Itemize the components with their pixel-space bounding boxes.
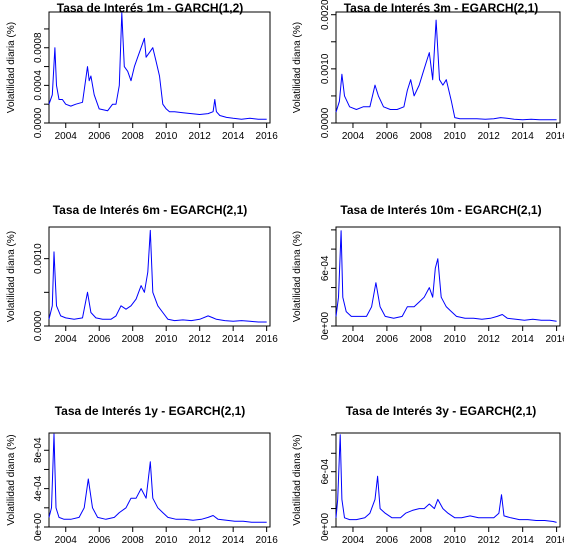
chart-panel-5: Tasa de Interés 1y - EGARCH(2,1) Volatili…: [6, 404, 278, 546]
x-tick-label: 2012: [189, 535, 212, 546]
x-tick-label: 2004: [55, 334, 78, 345]
chart-title: Tasa de Interés 3m - EGARCH(2,1): [344, 1, 539, 15]
x-tick-label: 2006: [88, 535, 111, 546]
x-tick-label: 2010: [155, 334, 178, 345]
x-tick-label: 2008: [122, 334, 145, 345]
chart-title: Tasa de Interés 1m - GARCH(1,2): [57, 1, 244, 15]
plot-frame: [48, 226, 271, 327]
y-tick-label: 0.0010: [33, 243, 44, 274]
x-tick-label: 2004: [342, 334, 365, 345]
x-tick-label: 2016: [256, 535, 279, 546]
y-tick-label: 8e-04: [33, 437, 44, 463]
series-line: [48, 229, 267, 323]
x-tick-label: 2008: [410, 334, 433, 345]
x-tick-label: 2014: [512, 535, 535, 546]
x-tick-label: 2014: [512, 334, 535, 345]
series-line: [335, 19, 557, 121]
chart-panel-6: Tasa de Interés 3y - EGARCH(2,1) Volatili…: [292, 404, 564, 546]
x-tick-label: 2006: [88, 131, 111, 142]
x-tick-label: 2010: [155, 131, 178, 142]
x-tick-label: 2012: [189, 334, 212, 345]
x-tick-label: 2008: [122, 131, 145, 142]
x-tick-label: 2008: [122, 535, 145, 546]
series-line: [335, 434, 557, 523]
y-axis-label: Volatilidad diana (%): [292, 231, 303, 322]
y-tick-label: 0.0004: [33, 70, 44, 101]
y-tick-label: 0.0000: [33, 107, 44, 138]
chart-panel-4: Tasa de Interés 10m - EGARCH(2,1) Volatil…: [292, 203, 564, 345]
x-tick-label: 2014: [222, 131, 245, 142]
x-tick-label: 2004: [55, 535, 78, 546]
plot-frame: [335, 432, 561, 528]
x-tick-label: 2010: [444, 535, 467, 546]
y-axis-label: Volatilidad diana (%): [292, 22, 303, 113]
x-tick-label: 2010: [444, 131, 467, 142]
x-tick-label: 2008: [410, 535, 433, 546]
y-axis-label: Volatilidad diana (%): [6, 434, 17, 525]
chart-title: Tasa de Interés 6m - EGARCH(2,1): [53, 203, 248, 217]
y-tick-label: 6e-04: [320, 255, 331, 281]
chart-title: Tasa de Interés 1y - EGARCH(2,1): [55, 404, 246, 418]
x-tick-label: 2016: [256, 334, 279, 345]
y-tick-label: 4e-04: [33, 475, 44, 501]
series-line: [48, 12, 267, 120]
plot-frame: [335, 11, 561, 124]
y-tick-label: 0e+00: [33, 513, 44, 542]
x-tick-label: 2004: [342, 131, 365, 142]
x-tick-label: 2014: [222, 334, 245, 345]
y-tick-label: 0e+00: [320, 312, 331, 341]
y-axis-label: Volatilidad diana (%): [292, 434, 303, 525]
plot-frame: [48, 11, 271, 124]
y-axis-label: Volatilidad diaria (%): [6, 22, 17, 113]
y-tick-label: 0.0020: [320, 0, 331, 30]
plot-frame: [48, 432, 271, 528]
y-tick-label: 0.0010: [320, 53, 331, 84]
y-tick-label: 6e-04: [320, 458, 331, 484]
x-tick-label: 2008: [410, 131, 433, 142]
y-tick-label: 0.0000: [33, 310, 44, 341]
chart-title: Tasa de Interés 3y - EGARCH(2,1): [346, 404, 537, 418]
chart-panel-2: Tasa de Interés 3m - EGARCH(2,1) Volatili…: [292, 0, 564, 142]
plot-frame: [335, 226, 561, 327]
x-tick-label: 2006: [376, 334, 399, 345]
x-tick-label: 2004: [55, 131, 78, 142]
x-tick-label: 2010: [155, 535, 178, 546]
chart-panel-1: Tasa de Interés 1m - GARCH(1,2) Volatilid…: [6, 1, 278, 142]
x-tick-label: 2004: [342, 535, 365, 546]
x-tick-label: 2010: [444, 334, 467, 345]
y-tick-label: 0.0000: [320, 107, 331, 138]
y-tick-label: 0e+00: [320, 513, 331, 542]
x-tick-label: 2012: [478, 334, 501, 345]
x-tick-label: 2012: [478, 131, 501, 142]
x-tick-label: 2016: [545, 535, 564, 546]
series-line: [48, 433, 267, 523]
x-tick-label: 2014: [222, 535, 245, 546]
x-tick-label: 2014: [512, 131, 535, 142]
x-tick-label: 2006: [376, 535, 399, 546]
x-tick-label: 2016: [256, 131, 279, 142]
chart-panel-3: Tasa de Interés 6m - EGARCH(2,1) Volatili…: [6, 203, 278, 345]
series-line: [335, 230, 557, 322]
chart-title: Tasa de Interés 10m - EGARCH(2,1): [340, 203, 541, 217]
x-tick-label: 2012: [189, 131, 212, 142]
x-tick-label: 2006: [88, 334, 111, 345]
x-tick-label: 2012: [478, 535, 501, 546]
y-axis-label: Volatilidad diana (%): [6, 231, 17, 322]
y-tick-label: 0.0008: [33, 32, 44, 63]
x-tick-label: 2006: [376, 131, 399, 142]
x-tick-label: 2016: [545, 131, 564, 142]
x-tick-label: 2016: [545, 334, 564, 345]
